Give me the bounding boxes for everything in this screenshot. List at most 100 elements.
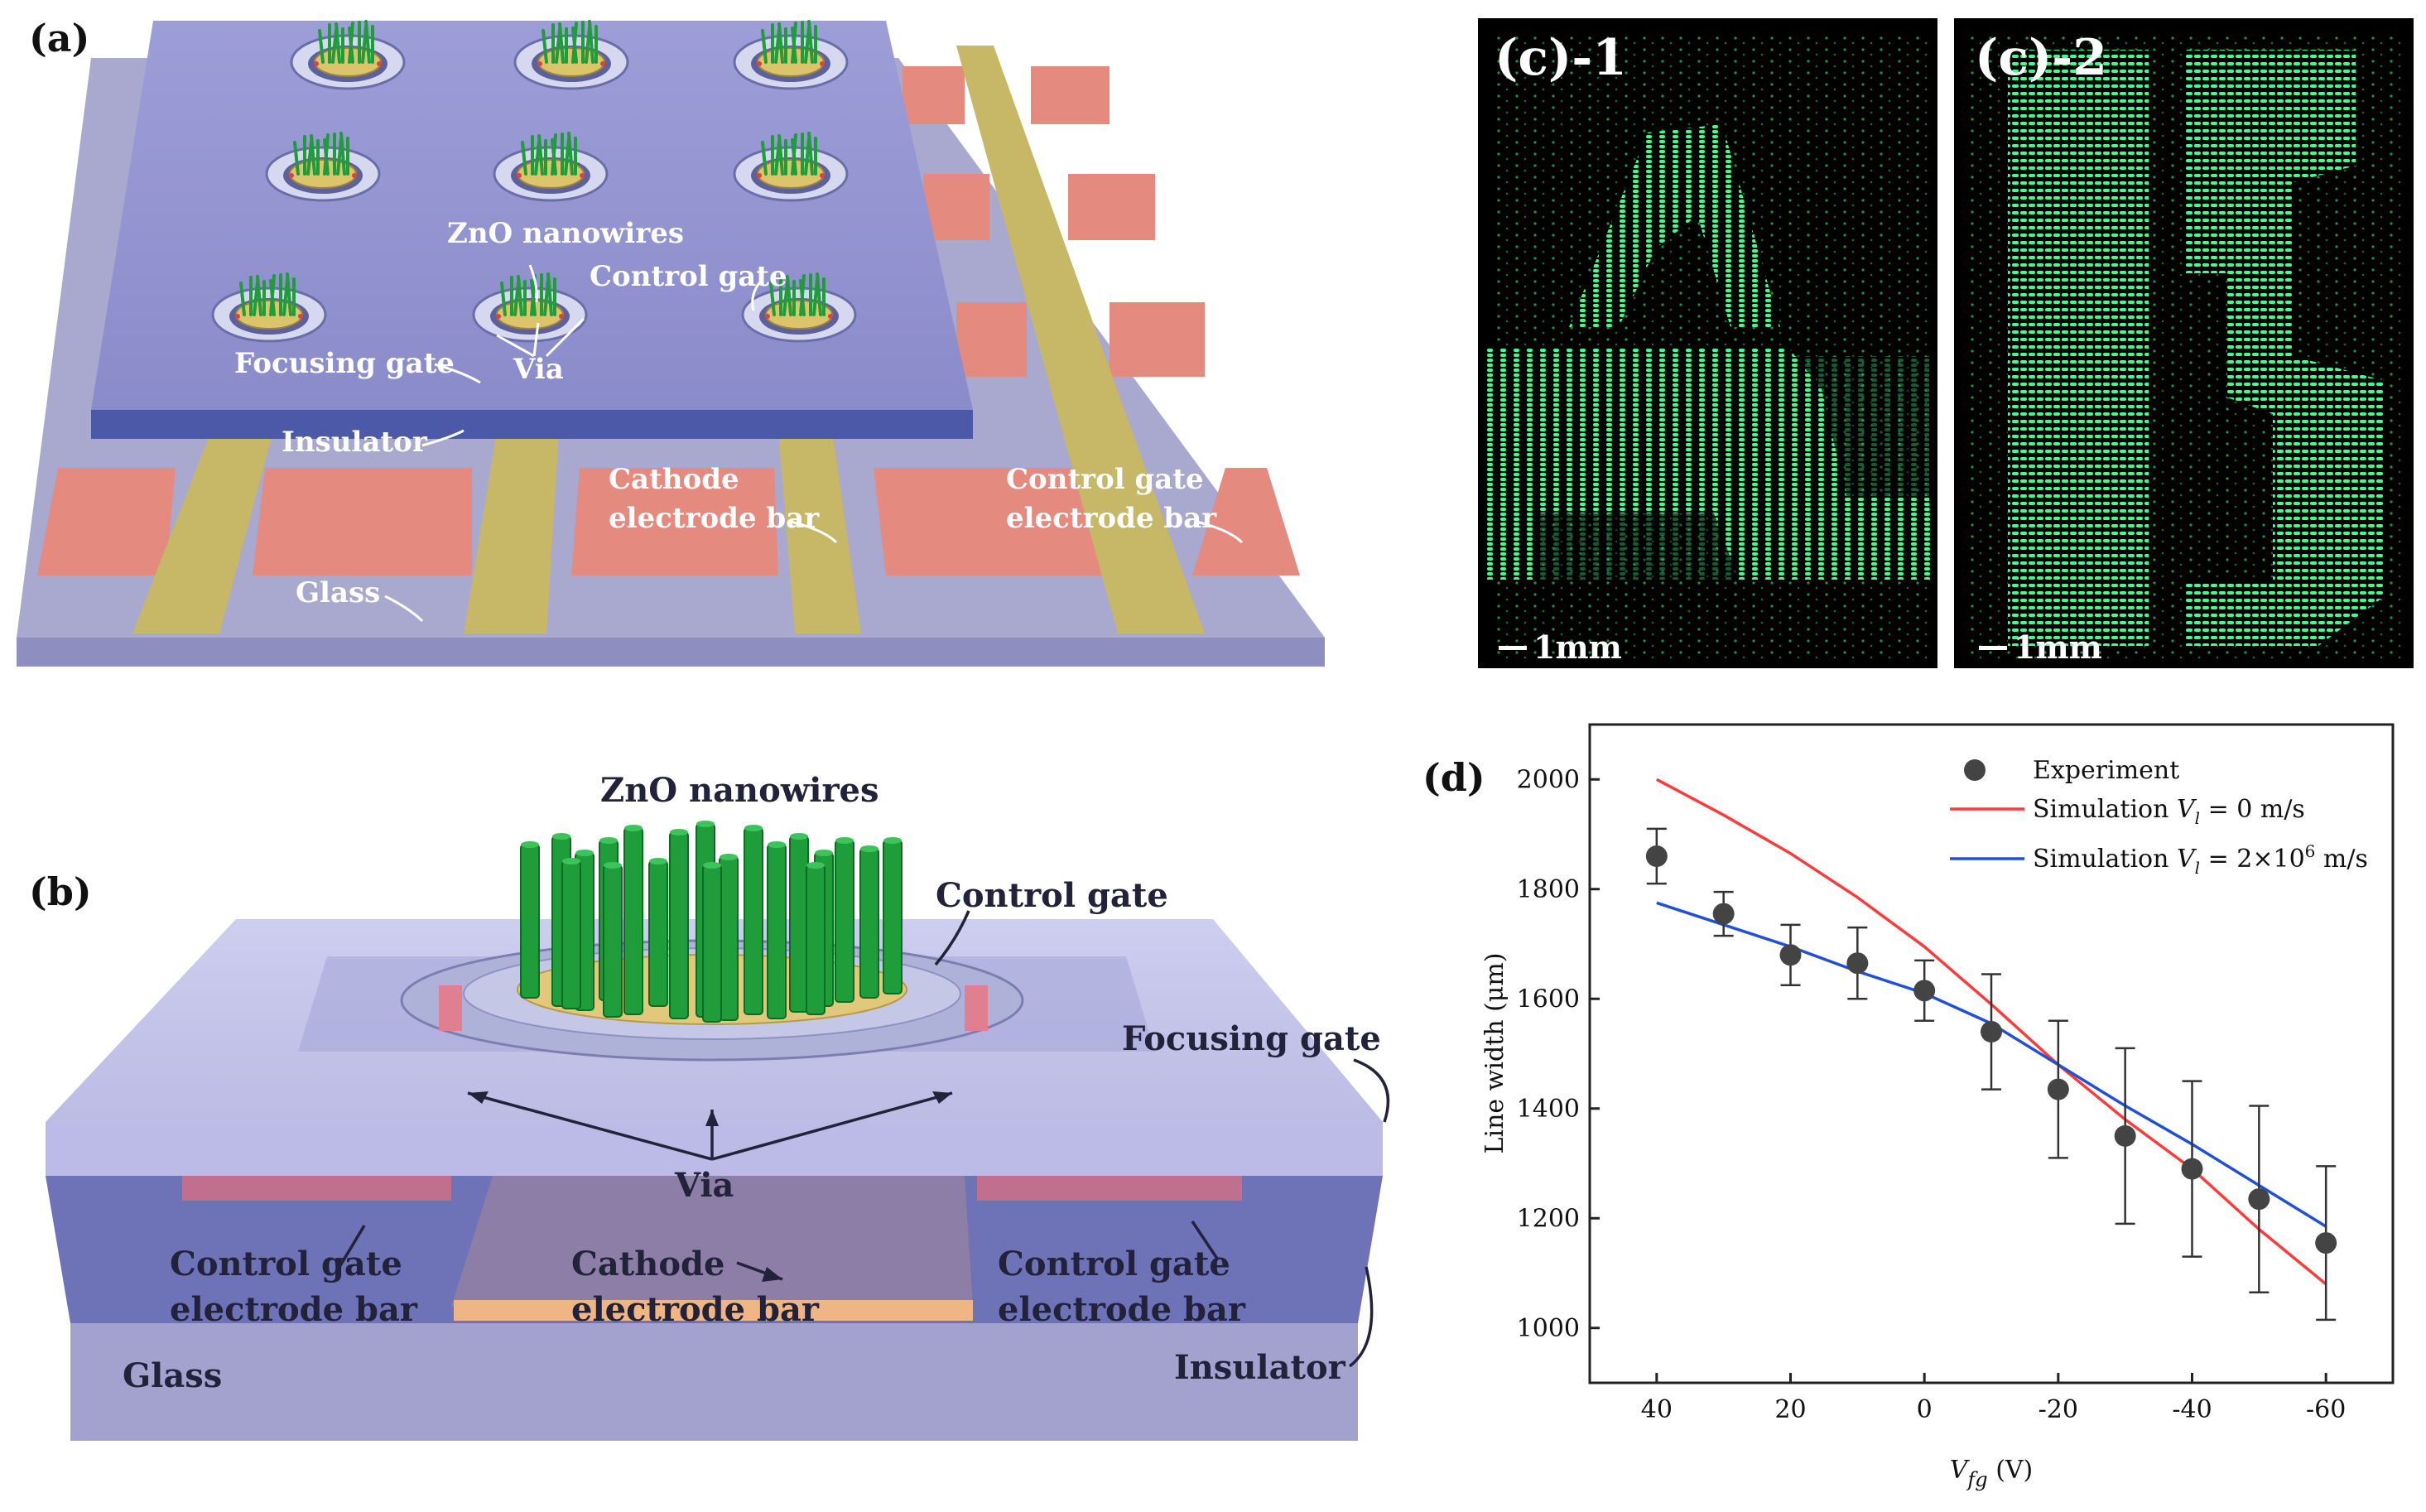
experiment-point xyxy=(1846,952,1869,975)
x-tick-label: -40 xyxy=(2172,1395,2212,1424)
zno-nanowire xyxy=(335,22,341,64)
via-marker xyxy=(496,314,501,319)
c2-emission-image: (c)-2 1mm xyxy=(1954,18,2414,668)
cathode-electrode-bars-row xyxy=(37,468,1300,575)
x-axis-label-sub: fg xyxy=(1966,1468,1987,1491)
zno-nanowire xyxy=(310,134,316,176)
b-nanowire-tip xyxy=(703,862,721,869)
zno-nanowire xyxy=(588,20,594,64)
b-nanowire-tip xyxy=(521,841,539,848)
experiment-point xyxy=(1779,944,1802,966)
zno-nanowire xyxy=(761,141,768,176)
b-nanowire-tip xyxy=(562,858,580,864)
label-zno-nanowires: ZnO nanowires xyxy=(447,217,684,250)
zno-nanowire xyxy=(551,138,557,176)
b-zno-nanowire xyxy=(859,848,879,999)
zno-nanowire xyxy=(530,279,537,316)
b-label-via: Via xyxy=(674,1166,734,1205)
label-pointers xyxy=(384,264,1244,623)
panel-a-tag: (a) xyxy=(29,16,89,60)
insulator-layer xyxy=(91,410,973,439)
zno-nanowire xyxy=(517,275,523,316)
y-tick-label: 1200 xyxy=(1517,1204,1580,1233)
b-nanowire-tip xyxy=(649,858,667,864)
c1-scale-label: 1mm xyxy=(1533,628,1622,666)
label-control-gate: Control gate xyxy=(590,260,787,293)
zno-nanowire xyxy=(293,141,300,176)
panel-b-tag: (b) xyxy=(29,869,92,914)
b-zno-nanowire xyxy=(789,835,809,1013)
zno-nanowire xyxy=(799,279,806,316)
b-via-left xyxy=(439,985,462,1031)
label-cathode-line2: electrode bar xyxy=(609,502,820,535)
b-label-glass: Glass xyxy=(123,1356,222,1395)
zno-nanowire xyxy=(816,272,822,316)
x-tick-label: -60 xyxy=(2306,1395,2346,1424)
panel-c-emission-images: (c)-1 1mm (c)-2 1mm xyxy=(1478,18,2414,668)
b-nanowire-tip xyxy=(815,850,833,856)
panel-d-tag: (d) xyxy=(1422,755,1485,800)
experiment-point xyxy=(2114,1124,2136,1147)
zno-nanowire xyxy=(791,26,797,64)
zno-nanowire xyxy=(807,132,814,176)
b-nanowire-tip xyxy=(552,833,570,840)
emitter-cell xyxy=(290,20,406,90)
y-tick-label: 2000 xyxy=(1517,765,1580,794)
b-nanowire-tip xyxy=(835,837,854,844)
b-nanowire-tip xyxy=(624,825,643,831)
via-marker xyxy=(580,173,585,178)
c1-emission-image: (c)-1 1mm xyxy=(1478,18,1937,668)
b-label-control-left-line1: Control gate xyxy=(170,1245,402,1283)
y-tick-label: 1000 xyxy=(1517,1314,1580,1343)
b-focusing-gate-front xyxy=(46,1122,1383,1176)
zno-nanowire xyxy=(761,29,768,64)
plot-frame xyxy=(1588,723,2395,1384)
b-nanowire-tip xyxy=(768,841,786,848)
b-label-control-right-line1: Control gate xyxy=(998,1245,1230,1283)
b-nanowire-bundle xyxy=(520,821,903,1023)
y-tick-label: 1800 xyxy=(1517,875,1580,904)
zno-nanowire xyxy=(239,282,246,316)
b-nanowire-tip xyxy=(744,825,763,831)
via-marker xyxy=(352,173,357,178)
c1-scale-bar xyxy=(1499,646,1527,650)
b-zno-nanowire xyxy=(767,844,787,1019)
c2-scale-bar xyxy=(1979,646,2007,650)
b-nanowire-tip xyxy=(575,850,594,856)
label-glass: Glass xyxy=(296,576,380,609)
x-tick-label: -20 xyxy=(2039,1395,2078,1424)
b-zno-nanowire xyxy=(835,840,854,1003)
panel-a-device-schematic: (a) xyxy=(17,16,1325,667)
zno-nanowire xyxy=(500,282,507,316)
y-axis-label: Line width (μm) xyxy=(1480,953,1509,1154)
zno-nanowire xyxy=(558,22,565,64)
zno-nanowire xyxy=(537,134,544,176)
zno-nanowire xyxy=(571,26,578,64)
legend-marker-experiment xyxy=(1964,759,1986,781)
panel-b-cross-section: (b) xyxy=(29,771,1390,1441)
b-label-cathode-line2: electrode bar xyxy=(571,1290,820,1329)
b-cathode-region xyxy=(451,1176,973,1307)
label-insulator: Insulator xyxy=(282,426,428,459)
zno-nanowire xyxy=(323,138,330,176)
x-axis-label-var: V xyxy=(1950,1456,1971,1485)
via-marker xyxy=(757,173,762,178)
legend-label-experiment: Experiment xyxy=(2033,756,2179,785)
via-marker xyxy=(828,314,833,319)
zno-nanowire xyxy=(348,26,354,64)
b-zno-nanowire xyxy=(648,860,668,1007)
experiment-point xyxy=(1981,1021,2002,1043)
zno-nanowire xyxy=(777,134,784,176)
emitter-cell xyxy=(513,20,629,90)
zno-nanowire xyxy=(791,138,797,176)
b-nanowire-tip xyxy=(790,833,808,840)
b-nanowire-tip xyxy=(860,845,878,852)
zno-nanowire xyxy=(769,282,776,316)
via-marker xyxy=(559,314,564,319)
zno-nanowire xyxy=(542,29,548,64)
b-label-focusing-gate: Focusing gate xyxy=(1122,1019,1381,1058)
b-zno-nanowire xyxy=(702,864,722,1023)
b-zno-nanowire xyxy=(719,856,739,1021)
zno-nanowire xyxy=(786,275,792,316)
b-pointer-arrowheads xyxy=(468,1091,952,1282)
